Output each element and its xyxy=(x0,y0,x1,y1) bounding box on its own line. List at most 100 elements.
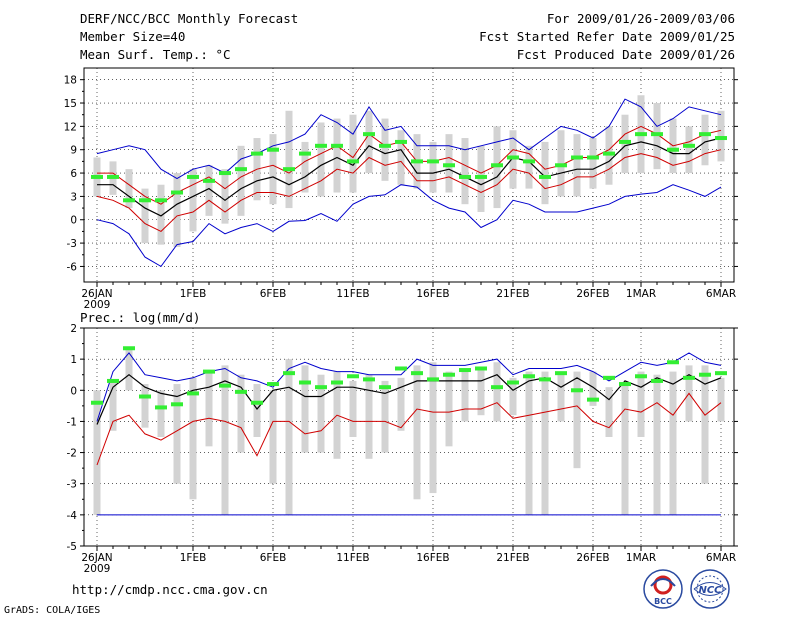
prec-ensemble-box xyxy=(701,365,709,484)
temp-ensemble-box xyxy=(285,110,293,209)
temp-ensemble-box xyxy=(221,169,229,224)
prec-xtick-label: 6FEB xyxy=(260,552,287,564)
temp-ensemble-box xyxy=(205,165,213,216)
prec-obs-marker xyxy=(699,372,711,377)
temp-ensemble-box xyxy=(157,184,165,245)
prec-ensemble-box xyxy=(717,377,725,422)
temp-xtick-label: 21FEB xyxy=(496,288,529,300)
prec-plot-frame xyxy=(83,327,735,547)
temp-ensemble-box xyxy=(349,114,357,193)
temp-median-line xyxy=(97,137,722,217)
prec-obs-marker xyxy=(347,374,359,379)
prec-xtick-label: 1FEB xyxy=(180,552,207,564)
prec-obs-marker xyxy=(587,397,599,402)
temp-ytick-label: -6 xyxy=(67,261,78,273)
temp-obs-marker xyxy=(363,132,375,137)
bcc-logo: BCC xyxy=(643,569,683,609)
prec-ytick-label: -4 xyxy=(67,510,78,522)
prec-ensemble-box xyxy=(269,390,277,484)
temp-ensemble-box xyxy=(589,138,597,189)
temp-obs-marker xyxy=(459,174,471,179)
temp-obs-marker xyxy=(155,198,167,203)
temp-ensemble-box xyxy=(381,118,389,181)
temp-xtick-label: 26FEB xyxy=(576,288,609,300)
temp-obs-marker xyxy=(475,174,487,179)
member-size-label: Member Size=40 xyxy=(80,29,186,44)
prec-ensemble-box xyxy=(461,371,469,422)
temp-obs-marker xyxy=(267,147,279,152)
temp-obs-marker xyxy=(427,159,439,164)
prec-xtick-label: 6MAR xyxy=(706,552,736,564)
prec-ytick-label: -2 xyxy=(67,448,77,460)
prec-obs-marker xyxy=(171,402,183,407)
temp-obs-marker xyxy=(219,171,231,176)
prec-obs-marker xyxy=(683,375,695,380)
temp-obs-marker xyxy=(507,155,519,160)
prec-obs-marker xyxy=(523,374,535,379)
temp-obs-marker xyxy=(523,159,535,164)
prec-obs-marker xyxy=(251,400,263,405)
ncc-logo: NCC xyxy=(690,569,730,609)
prec-obs-marker xyxy=(507,380,519,385)
temp-ensemble-box xyxy=(541,141,549,205)
prec-obs-marker xyxy=(331,380,343,385)
temp-ensemble-box xyxy=(333,118,341,193)
temp-ensemble-box xyxy=(125,169,133,209)
prec-obs-marker xyxy=(315,385,327,390)
prec-ytick-label: -3 xyxy=(67,479,77,491)
prec-obs-marker xyxy=(411,371,423,376)
temp-obs-marker xyxy=(91,174,103,179)
temp-obs-marker xyxy=(107,174,119,179)
temp-obs-marker xyxy=(635,132,647,137)
temp-obs-marker xyxy=(411,159,423,164)
temp-ensemble-box xyxy=(269,134,277,205)
temp-obs-marker xyxy=(379,143,391,148)
prec-ensemble-box xyxy=(285,359,293,515)
temp-ytick-label: -3 xyxy=(67,238,77,250)
temp-ytick-label: 18 xyxy=(64,75,77,87)
prec-ytick-label: 0 xyxy=(70,385,77,397)
temperature-panel-title: Mean Surf. Temp.: °C xyxy=(80,47,231,62)
temp-obs-marker xyxy=(235,167,247,172)
temp-obs-marker xyxy=(283,167,295,172)
temp-obs-marker xyxy=(443,163,455,168)
prec-obs-marker xyxy=(235,389,247,394)
prec-ensemble-box xyxy=(525,371,533,515)
prec-ensemble-box xyxy=(621,384,629,515)
prec-xtick-label: 21FEB xyxy=(496,552,529,564)
temp-obs-marker xyxy=(171,190,183,195)
temp-obs-marker xyxy=(683,143,695,148)
temp-obs-marker xyxy=(571,155,583,160)
temp-xtick-label: 6FEB xyxy=(260,288,287,300)
prec-max-line xyxy=(96,352,722,422)
prec-obs-marker xyxy=(283,371,295,376)
temp-obs-marker xyxy=(395,139,407,144)
prec-obs-marker xyxy=(219,383,231,388)
prec-obs-marker xyxy=(443,372,455,377)
prec-obs-marker xyxy=(555,371,567,376)
prec-ensemble-box xyxy=(381,380,389,453)
prec-obs-marker xyxy=(203,369,215,374)
prec-obs-marker xyxy=(123,346,135,351)
prec-xtick-label: 26JAN xyxy=(81,552,112,564)
prec-obs-marker xyxy=(491,385,503,390)
prec-obs-marker xyxy=(187,391,199,396)
prec-ytick-label: -1 xyxy=(67,416,77,428)
temp-obs-marker xyxy=(139,198,151,203)
temp-obs-marker xyxy=(299,151,311,156)
prec-ensemble-box xyxy=(237,374,245,453)
temp-obs-marker xyxy=(619,139,631,144)
source-url[interactable]: http://cmdp.ncc.cma.gov.cn xyxy=(72,582,268,597)
prec-ensemble-box xyxy=(205,371,213,447)
temp-ensemble-box xyxy=(173,173,181,247)
prec-ensemble-box xyxy=(141,384,149,428)
prec-ensemble-box xyxy=(93,390,101,515)
temp-xtick-label: 26JAN xyxy=(81,288,112,300)
prec-obs-marker xyxy=(107,378,119,383)
prec-obs-marker xyxy=(715,371,727,376)
temp-obs-marker xyxy=(699,132,711,137)
prec-ensemble-box xyxy=(653,374,661,515)
prec-obs-marker xyxy=(459,368,471,373)
forecast-started-label: Fcst Started Refer Date 2009/01/25 xyxy=(479,29,735,44)
prec-obs-marker xyxy=(603,375,615,380)
